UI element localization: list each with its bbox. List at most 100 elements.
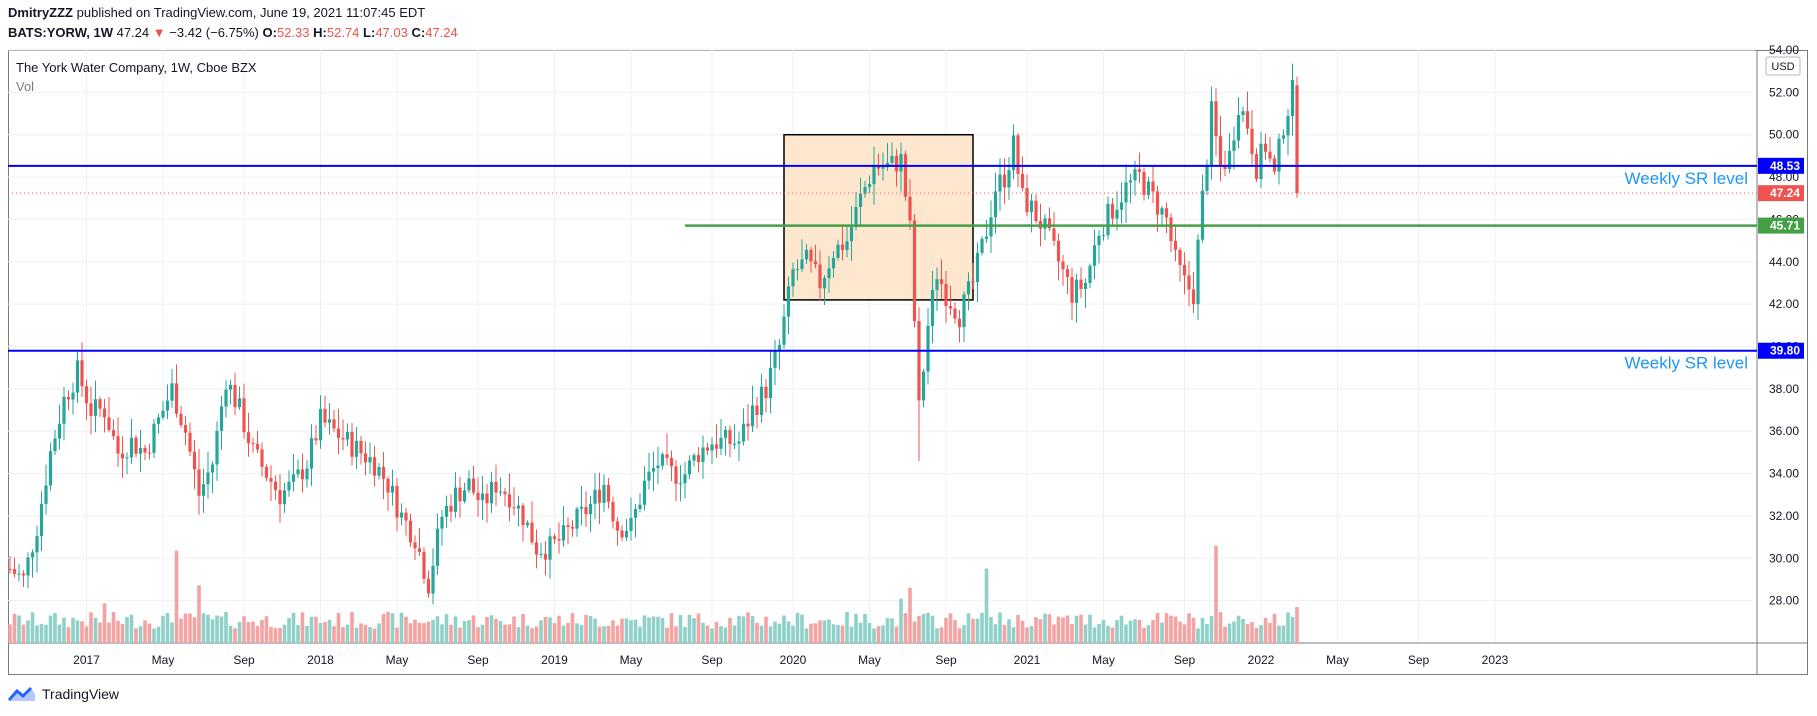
volume-bar <box>777 623 782 643</box>
volume-bar <box>341 627 345 643</box>
volume-bar <box>1007 619 1011 643</box>
volume-bar <box>503 624 507 643</box>
volume-bar <box>683 626 687 643</box>
candle-body <box>638 504 642 510</box>
candle-body <box>39 503 44 537</box>
candle-body <box>557 538 561 541</box>
volume-bar <box>350 612 354 643</box>
candle-body <box>107 417 111 431</box>
volume-bar <box>237 622 242 643</box>
level-badge <box>1758 217 1804 234</box>
candle-body <box>728 429 732 444</box>
x-tick-label: Sep <box>233 653 255 667</box>
candle-body <box>863 187 867 194</box>
candle-body <box>165 400 170 411</box>
candle-body <box>327 419 332 423</box>
candle-body <box>17 573 21 575</box>
candle-body <box>386 478 390 493</box>
candle-body <box>1029 200 1034 213</box>
candle-body <box>413 542 417 549</box>
volume-bar <box>345 624 350 643</box>
candle-body <box>422 551 426 579</box>
volume-bar <box>876 626 881 643</box>
candle-body <box>363 453 368 463</box>
candle-body <box>624 530 629 538</box>
volume-bar <box>867 623 872 643</box>
volume-bar <box>422 623 426 643</box>
volume-bar <box>894 626 899 643</box>
volume-bar <box>354 627 359 643</box>
candle-body <box>948 306 953 309</box>
candle-body <box>345 431 350 440</box>
candle-body <box>543 553 548 560</box>
volume-bar <box>282 624 287 643</box>
candle-body <box>75 360 80 393</box>
candle-body <box>467 478 471 491</box>
volume-bar <box>651 616 656 643</box>
candle-body <box>215 430 219 465</box>
volume-bar <box>323 622 327 643</box>
candle-body <box>962 294 966 328</box>
candle-body <box>579 506 584 509</box>
volume-bar <box>399 612 404 643</box>
volume-bar <box>1263 617 1268 643</box>
candle-body <box>732 443 737 445</box>
volume-bar <box>728 617 732 643</box>
volume-bar <box>1236 615 1241 643</box>
volume-bar <box>224 611 228 643</box>
tradingview-logo-icon <box>8 686 35 701</box>
volume-bar <box>930 615 935 643</box>
candle-body <box>849 227 854 242</box>
volume-bar <box>1124 624 1128 643</box>
candle-body <box>800 259 804 270</box>
volume-bar <box>296 625 300 643</box>
candle-body <box>1083 282 1088 289</box>
y-tick-label: 42.00 <box>1769 297 1799 311</box>
x-tick-label: Sep <box>467 653 489 667</box>
candle-body <box>935 279 939 290</box>
footer[interactable]: TradingView <box>8 686 119 702</box>
x-tick-label: May <box>152 653 175 667</box>
candle-body <box>629 517 633 531</box>
candle-body <box>737 441 741 444</box>
volume-bar <box>1002 624 1007 643</box>
candle-body <box>129 437 134 458</box>
volume-bar <box>782 615 786 643</box>
footer-brand[interactable]: TradingView <box>42 686 120 702</box>
volume-bar <box>710 628 714 643</box>
candle-body <box>174 383 179 414</box>
candle-body <box>917 321 921 401</box>
volume-bar <box>534 626 539 643</box>
candle-body <box>782 316 786 345</box>
volume-bar <box>395 627 399 643</box>
volume-bar <box>669 613 674 643</box>
candle-body <box>1133 169 1137 181</box>
volume-bar <box>525 625 530 643</box>
volume-bar <box>215 615 219 643</box>
volume-bar <box>120 624 125 643</box>
candle-body <box>683 474 687 484</box>
volume-bar <box>1128 620 1133 643</box>
volume-bar <box>8 624 12 643</box>
candle-body <box>1146 181 1151 195</box>
author-name[interactable]: DmitryZZZ <box>8 5 73 20</box>
volume-bar <box>741 616 746 643</box>
volume-bar <box>336 613 341 643</box>
candle-body <box>615 521 620 531</box>
candle-body <box>570 527 575 529</box>
volume-bar <box>255 625 260 643</box>
candle-body <box>714 444 719 449</box>
volume-bar <box>552 623 557 643</box>
volume-bar <box>1169 615 1173 643</box>
currency-badge-text: USD <box>1771 61 1794 73</box>
volume-bar <box>1290 616 1295 643</box>
y-tick-label: 38.00 <box>1769 382 1799 396</box>
volume-bar <box>435 616 440 643</box>
volume-bar <box>143 620 147 643</box>
x-tick-label: Sep <box>1408 653 1430 667</box>
level-badge-text: 48.53 <box>1770 159 1800 173</box>
last-price-badge <box>1758 185 1804 202</box>
volume-bar <box>903 613 908 643</box>
volume-bar <box>161 615 165 643</box>
